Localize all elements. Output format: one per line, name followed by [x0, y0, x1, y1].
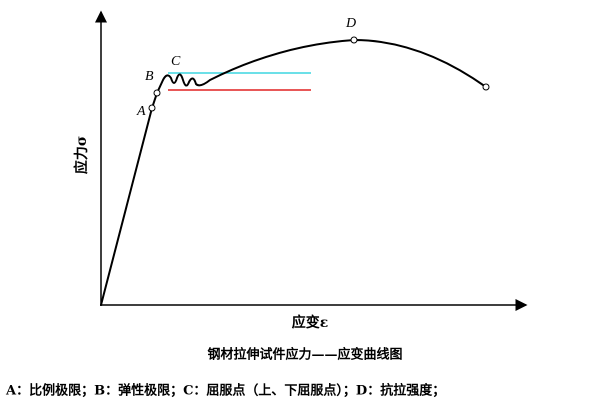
- y-axis-label: 应力σ: [73, 136, 90, 174]
- caption: 钢材拉伸试件应力——应变曲线图: [207, 347, 402, 363]
- legend: A：比例极限；B：弹性极限；C：屈服点（上、下屈服点）；D：抗拉强度；: [5, 383, 445, 399]
- end-point: [482, 83, 490, 91]
- point-b: [153, 89, 161, 97]
- point-label: B: [145, 69, 154, 84]
- point-label: C: [171, 54, 181, 69]
- point-label: A: [136, 104, 146, 119]
- stress-strain-curve: [100, 38, 487, 306]
- point-a: [148, 104, 156, 112]
- point-label: D: [345, 16, 356, 31]
- point-d: [350, 36, 358, 44]
- x-axis-label: 应变ε: [292, 314, 329, 331]
